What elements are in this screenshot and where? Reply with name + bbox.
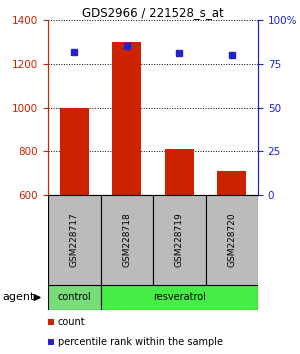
Text: agent: agent <box>2 292 35 303</box>
Bar <box>112 42 141 195</box>
Text: count: count <box>58 317 85 327</box>
Bar <box>48 339 54 345</box>
Bar <box>217 171 246 195</box>
Text: control: control <box>57 292 91 303</box>
Text: GSM228718: GSM228718 <box>122 213 131 267</box>
Bar <box>60 108 89 195</box>
Title: GDS2966 / 221528_s_at: GDS2966 / 221528_s_at <box>82 6 224 19</box>
Text: GSM228719: GSM228719 <box>175 213 184 267</box>
Bar <box>48 195 100 285</box>
Bar <box>100 195 153 285</box>
Text: GSM228717: GSM228717 <box>70 213 79 267</box>
Text: GSM228720: GSM228720 <box>227 213 236 267</box>
Text: percentile rank within the sample: percentile rank within the sample <box>58 337 223 347</box>
Bar <box>100 285 258 310</box>
Bar <box>165 149 194 195</box>
Bar <box>153 195 206 285</box>
Bar <box>48 285 100 310</box>
Bar <box>206 195 258 285</box>
Text: resveratrol: resveratrol <box>153 292 206 303</box>
Bar <box>48 319 54 325</box>
